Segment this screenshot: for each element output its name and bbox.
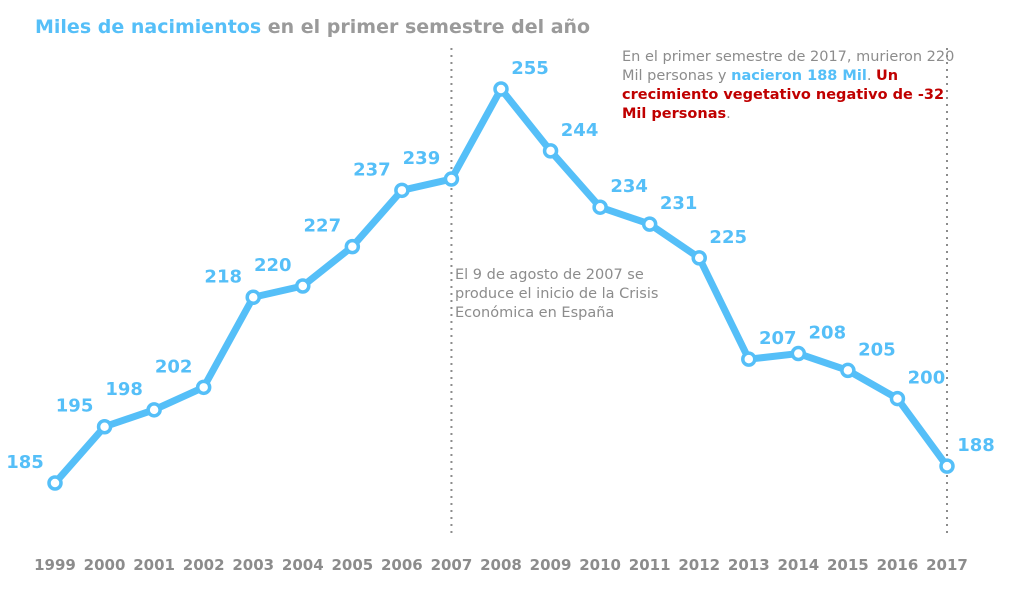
x-tick-label: 2013: [728, 556, 770, 574]
annotation-births: nacieron 188 Mil: [731, 68, 867, 84]
data-label: 239: [403, 148, 441, 169]
x-tick-label: 2005: [331, 556, 373, 574]
data-point: [939, 458, 955, 474]
data-point: [245, 289, 261, 306]
x-tick-label: 2002: [183, 556, 225, 574]
x-tick-label: 2000: [84, 556, 126, 574]
data-label: 218: [204, 266, 242, 287]
data-point: [493, 81, 509, 97]
annotation-2007: El 9 de agosto de 2007 se produce el ini…: [455, 267, 659, 321]
data-point: [344, 238, 361, 255]
data-label: 195: [56, 396, 94, 417]
data-point: [592, 199, 608, 215]
x-tick-label: 2017: [926, 556, 968, 574]
data-point: [146, 402, 162, 418]
x-tick-label: 2004: [282, 556, 324, 574]
x-tick-label: 2014: [777, 556, 819, 574]
data-point: [47, 475, 63, 491]
data-point: [641, 216, 658, 232]
data-point: [195, 379, 212, 396]
data-point: [741, 351, 757, 367]
annotation-growth: Un crecimiento vegetativo negativo de -3…: [622, 68, 945, 122]
x-tick-label: 2010: [579, 556, 621, 574]
data-label: 225: [709, 227, 747, 248]
data-point: [96, 418, 113, 435]
data-point: [889, 390, 906, 407]
annotation-text: .: [866, 68, 877, 84]
data-point: [691, 250, 707, 266]
x-tick-label: 2008: [480, 556, 522, 574]
x-tick-label: 2003: [232, 556, 274, 574]
data-label: 207: [759, 328, 797, 349]
x-tick-label: 2001: [133, 556, 175, 574]
data-label: 188: [957, 435, 995, 456]
data-label: 205: [858, 339, 896, 360]
data-label: 202: [155, 356, 193, 377]
data-point: [295, 278, 311, 294]
annotation-text: En el primer semestre de 2017, murieron …: [622, 49, 955, 84]
x-tick-label: 2007: [431, 556, 473, 574]
x-tick-label: 2011: [629, 556, 671, 574]
x-tick-label: 2009: [530, 556, 572, 574]
data-label: 220: [254, 255, 292, 276]
data-label: 227: [304, 216, 342, 237]
data-point: [542, 143, 559, 159]
chart-title: Miles de nacimientos en el primer semest…: [35, 16, 590, 38]
title-rest: en el primer semestre del año: [261, 16, 591, 38]
x-tick-label: 2006: [381, 556, 423, 574]
data-label: 244: [561, 120, 599, 141]
data-label: 198: [105, 379, 143, 400]
data-label: 231: [660, 193, 698, 214]
data-label: 185: [6, 452, 44, 473]
data-label: 234: [610, 176, 648, 197]
data-point: [840, 362, 856, 379]
x-tick-label: 1999: [34, 556, 76, 574]
annotation-text: .: [726, 106, 731, 122]
data-label: 255: [511, 58, 549, 79]
data-point: [394, 182, 410, 199]
title-highlight: Miles de nacimientos: [35, 16, 262, 38]
annotation-2017: En el primer semestre de 2017, murieron …: [622, 48, 962, 124]
x-tick-label: 2015: [827, 556, 869, 574]
x-tick-label: 2016: [877, 556, 919, 574]
data-label: 208: [809, 323, 847, 344]
data-label: 237: [353, 159, 391, 180]
data-point: [443, 171, 460, 187]
x-tick-label: 2012: [678, 556, 720, 574]
data-point: [790, 345, 807, 362]
data-label: 200: [908, 368, 946, 389]
